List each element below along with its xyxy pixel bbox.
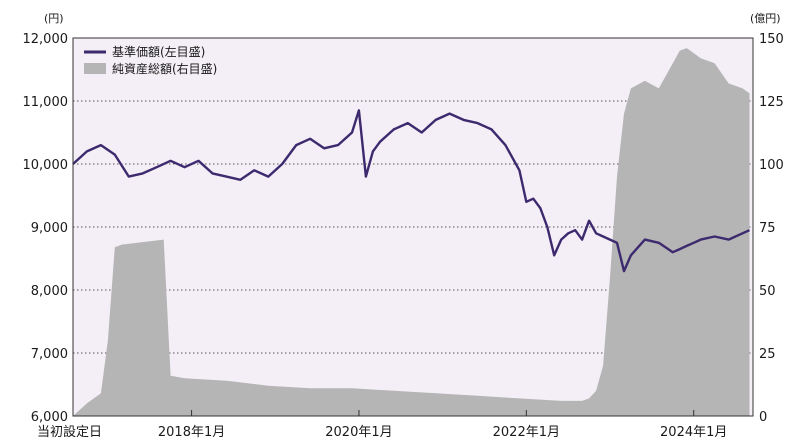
nav-line [72,109,750,273]
assets-area [73,48,750,416]
right-unit: (億円) [750,12,781,25]
left-tick-label: 10,000 [23,158,69,173]
x-tick-labels: 当初設定日 2018年1月 2020年1月 2022年1月 2024年1月 [37,424,727,440]
legend-nav-label: 基準価額(左目盛) [112,44,205,59]
left-unit: (円) [44,12,64,25]
x-tick-label: 2022年1月 [493,425,560,440]
left-tick-label: 8,000 [31,284,68,299]
plot-frame [72,37,754,417]
right-tick-label: 50 [759,284,776,299]
x-tick-label: 当初設定日 [37,424,102,440]
x-tick-label: 2018年1月 [158,425,225,440]
grid [73,100,753,354]
x-tick-marks [191,410,695,416]
right-tick-label: 75 [759,221,776,236]
right-tick-labels: 150 125 100 75 50 25 0 [759,32,784,425]
left-tick-labels: 12,000 11,000 10,000 9,000 8,000 7,000 6,000 [23,32,69,425]
legend-area-swatch [84,63,106,74]
legend: 基準価額(左目盛) 純資産総額(右目盛) [84,44,217,76]
x-tick-label: 2020年1月 [325,425,392,440]
right-tick-label: 150 [759,32,784,47]
left-tick-label: 11,000 [23,95,69,110]
left-tick-label: 9,000 [31,221,68,236]
right-tick-label: 0 [759,410,767,425]
left-tick-label: 12,000 [23,32,69,47]
right-tick-label: 100 [759,158,784,173]
x-tick-label: 2024年1月 [660,425,727,440]
legend-assets-label: 純資産総額(右目盛) [112,61,217,76]
right-tick-label: 125 [759,95,784,110]
left-tick-label: 6,000 [31,410,68,425]
right-tick-label: 25 [759,347,776,362]
left-tick-label: 7,000 [31,347,68,362]
